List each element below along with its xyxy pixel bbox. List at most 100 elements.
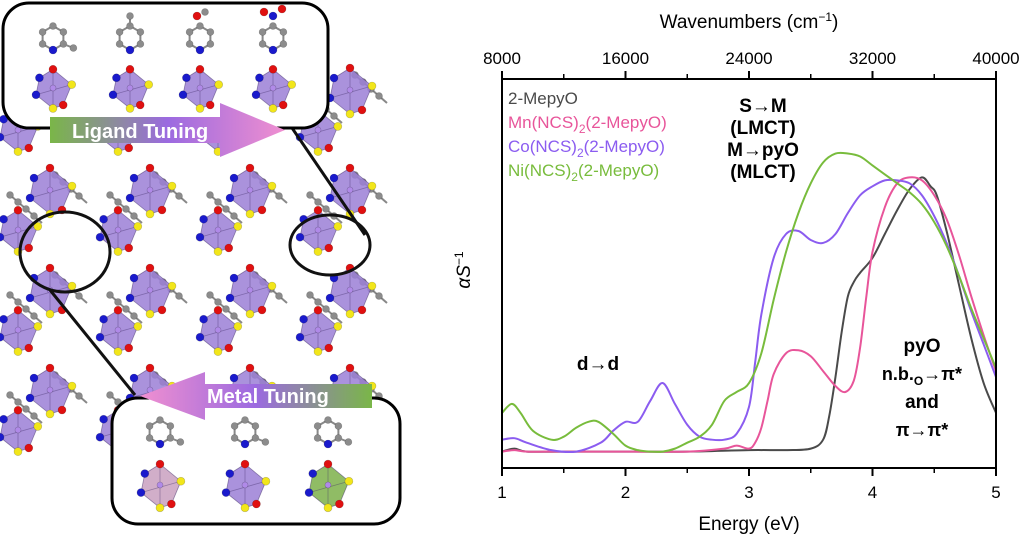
atom bbox=[175, 292, 183, 300]
atom bbox=[246, 286, 254, 294]
atom bbox=[106, 291, 114, 299]
unit-cell bbox=[0, 263, 88, 356]
atom bbox=[230, 212, 238, 220]
atom bbox=[124, 343, 134, 353]
atom bbox=[22, 205, 30, 213]
atom bbox=[324, 481, 332, 489]
atom bbox=[257, 205, 267, 215]
atom bbox=[167, 181, 177, 191]
atom bbox=[323, 503, 333, 513]
atom bbox=[344, 438, 353, 446]
atom bbox=[375, 192, 383, 200]
atom bbox=[45, 163, 55, 173]
atom bbox=[14, 326, 22, 334]
atom bbox=[323, 459, 333, 469]
annotation-and: and bbox=[905, 392, 939, 413]
atom bbox=[213, 347, 223, 356]
atom bbox=[257, 305, 267, 315]
atom bbox=[269, 22, 277, 30]
atom bbox=[287, 80, 297, 89]
unit-cell bbox=[295, 163, 388, 256]
annotation-lmct-mlct: (MLCT) bbox=[730, 162, 795, 183]
atom bbox=[195, 65, 205, 74]
atom bbox=[224, 343, 234, 353]
atom bbox=[38, 40, 47, 48]
atom bbox=[75, 192, 83, 200]
atom bbox=[13, 305, 23, 315]
atom bbox=[225, 293, 235, 303]
x-axis-title: Energy (eV) bbox=[698, 514, 799, 535]
atom bbox=[313, 422, 322, 430]
atom bbox=[0, 414, 8, 424]
atom bbox=[268, 65, 278, 74]
atom bbox=[67, 281, 77, 291]
atom bbox=[6, 191, 14, 199]
atom bbox=[33, 422, 43, 431]
atom bbox=[240, 459, 250, 469]
legend-entry: 2-MepyO bbox=[508, 89, 578, 108]
atom bbox=[30, 412, 38, 420]
atom bbox=[214, 326, 222, 334]
atom bbox=[225, 469, 235, 478]
atom bbox=[0, 132, 5, 142]
atom bbox=[278, 100, 288, 110]
atom bbox=[113, 305, 123, 315]
atom bbox=[176, 438, 185, 446]
atom bbox=[196, 22, 204, 30]
atom bbox=[33, 322, 43, 331]
legend-entry: Ni(NCS)2(2-MepyO) bbox=[508, 161, 659, 184]
atom bbox=[0, 332, 5, 342]
series-line-ni-ncs-2-2-mepyo bbox=[501, 151, 997, 453]
atom bbox=[6, 391, 14, 399]
atom bbox=[155, 439, 165, 449]
atom bbox=[178, 90, 188, 100]
atom bbox=[357, 105, 367, 115]
atom bbox=[99, 314, 108, 324]
legend-entry: Mn(NCS)2(2-MepyO) bbox=[508, 113, 667, 136]
atom bbox=[75, 392, 83, 400]
atom bbox=[29, 173, 39, 183]
atom bbox=[277, 4, 287, 14]
ligand-complex-4-nitropyridine-n-oxide bbox=[251, 4, 297, 113]
metal-tuning-box bbox=[110, 396, 402, 526]
atom bbox=[95, 332, 105, 342]
atom bbox=[258, 28, 267, 36]
metal-tuning-label: Metal Tuning bbox=[207, 386, 329, 408]
atom bbox=[367, 281, 377, 291]
atom bbox=[106, 391, 114, 399]
atom bbox=[258, 40, 267, 48]
atom bbox=[357, 205, 367, 215]
atom bbox=[112, 73, 121, 83]
atom bbox=[314, 126, 322, 134]
atom bbox=[14, 426, 22, 434]
atom bbox=[267, 181, 277, 191]
atom bbox=[46, 386, 54, 394]
atom bbox=[214, 226, 222, 234]
atom bbox=[196, 84, 204, 92]
atom bbox=[30, 212, 38, 220]
atom bbox=[31, 90, 41, 100]
atom bbox=[175, 192, 183, 200]
atom bbox=[146, 186, 154, 194]
x-tick-label: 5 bbox=[991, 483, 1000, 502]
atom bbox=[214, 198, 222, 206]
atom bbox=[182, 73, 191, 83]
atom bbox=[167, 281, 177, 291]
atom bbox=[329, 373, 339, 383]
atom bbox=[199, 314, 208, 324]
atom bbox=[24, 443, 34, 453]
atom bbox=[59, 28, 68, 36]
atom bbox=[233, 322, 243, 331]
atom bbox=[195, 104, 205, 113]
atom bbox=[69, 44, 78, 52]
atom bbox=[95, 432, 105, 442]
atom bbox=[330, 312, 338, 320]
atom bbox=[246, 186, 254, 194]
atom bbox=[129, 173, 139, 183]
atom bbox=[48, 104, 58, 113]
atom bbox=[67, 80, 76, 89]
atom bbox=[345, 109, 355, 119]
atom bbox=[13, 205, 23, 215]
atom bbox=[230, 434, 239, 442]
atom bbox=[136, 28, 145, 36]
